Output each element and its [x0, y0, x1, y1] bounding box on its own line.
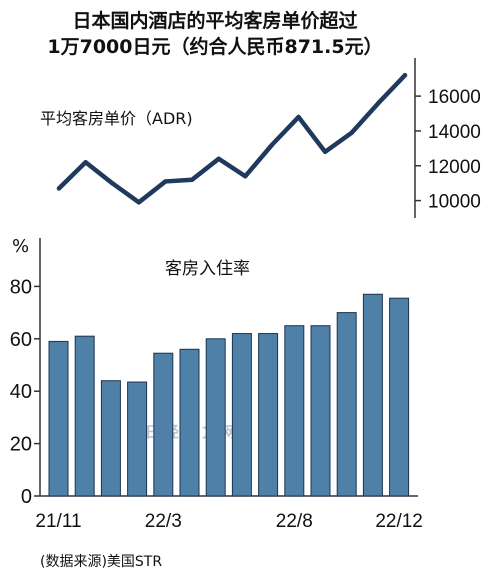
- adr-point-22/12: [402, 73, 408, 78]
- adr-point-21/11: [56, 186, 62, 191]
- adr-point-22/2: [136, 200, 142, 205]
- adr-point-22/6: [243, 174, 248, 179]
- occupancy-bar-22/7: [258, 333, 279, 497]
- adr-point-22/7: [269, 142, 275, 148]
- adr-point-22/5: [216, 156, 221, 161]
- adr-point-22/8: [296, 114, 301, 120]
- occupancy-bar-21/12: [74, 335, 95, 497]
- occupancy-y-tick-label-0: 0: [21, 486, 32, 508]
- adr-point-21/12: [83, 160, 88, 165]
- occupancy-x-tick-label-22/12: 22/12: [375, 511, 423, 532]
- occupancy-bar-22/9: [310, 325, 331, 497]
- adr-y-tick-label-10000: 10000: [428, 192, 481, 213]
- occupancy-bar-21/11: [48, 340, 69, 497]
- occupancy-bar-22/11: [362, 293, 383, 497]
- chart-title-line1: 日本国内酒店的平均客房单价超过: [72, 10, 358, 32]
- occupancy-bar-22/8: [284, 325, 305, 497]
- adr-series-label: 平均客房单价（ADR): [40, 109, 193, 128]
- occupancy-y-tick-label-60: 60: [10, 329, 32, 351]
- occupancy-bar-22/6: [231, 333, 252, 497]
- adr-point-22/11: [376, 100, 381, 106]
- adr-y-tick-label-16000: 16000: [428, 87, 481, 108]
- adr-point-22/3: [163, 179, 168, 184]
- occupancy-bar-22/10: [336, 312, 357, 497]
- occupancy-y-tick-label-20: 20: [10, 434, 32, 456]
- occupancy-y-tick-label-40: 40: [10, 381, 32, 403]
- adr-y-tick-label-12000: 12000: [428, 157, 481, 178]
- adr-point-22/10: [349, 130, 354, 135]
- occupancy-bar-22/12: [389, 297, 410, 497]
- adr-line: [56, 72, 408, 205]
- occupancy-unit-label: %: [12, 236, 30, 257]
- adr-point-22/4: [189, 177, 195, 182]
- adr-point-22/1: [110, 180, 115, 186]
- adr-point-22/9: [322, 149, 328, 155]
- source-note: (数据来源)美国STR: [40, 554, 163, 570]
- adr-y-tick-label-14000: 14000: [428, 122, 481, 143]
- occupancy-x-tick-label-22/3: 22/3: [145, 511, 182, 532]
- occupancy-x-tick-label-21/11: 21/11: [35, 511, 81, 532]
- occupancy-bar-22/5: [205, 338, 226, 497]
- occupancy-series-label: 客房入住率: [165, 259, 250, 279]
- occupancy-bar-22/3: [153, 352, 174, 497]
- occupancy-bar-22/4: [179, 348, 200, 497]
- occupancy-bar-22/1: [100, 380, 121, 497]
- chart-title-line2: 1万7000日元（约合人民币871.5元）: [47, 36, 383, 58]
- occupancy-y-tick-label-80: 80: [10, 276, 32, 298]
- occupancy-bar-22/2: [127, 381, 148, 497]
- occupancy-x-tick-label-22/8: 22/8: [276, 511, 313, 532]
